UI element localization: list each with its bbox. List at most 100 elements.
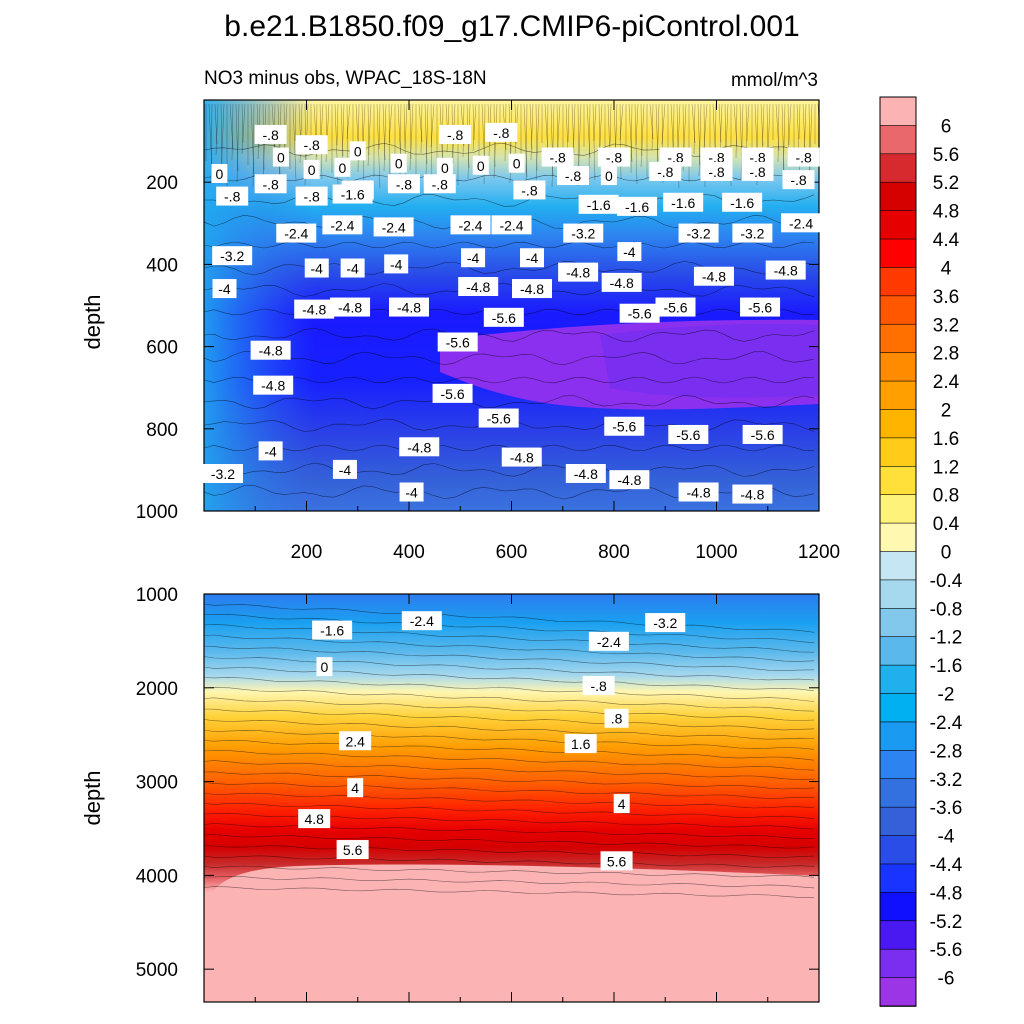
contour-label: -2.4 <box>491 215 532 235</box>
contour-label: -4.8 <box>294 299 335 319</box>
colorbar-label: -5.2 <box>930 912 963 933</box>
contour-label: -4 <box>384 254 409 274</box>
contour-label: -1.6 <box>332 184 373 204</box>
colorbar-swatch <box>879 494 917 524</box>
y-tick-label: 3000 <box>136 773 178 794</box>
contour-label: -4 <box>461 248 486 268</box>
colorbar-label: 2.8 <box>933 344 959 365</box>
svg-text:-1.6: -1.6 <box>587 197 611 213</box>
colorbar-swatch <box>879 750 917 780</box>
x-tick-label: 1000 <box>695 542 737 563</box>
y-tick-label: 800 <box>146 420 178 441</box>
svg-text:-.8: -.8 <box>549 150 566 166</box>
svg-text:-4.8: -4.8 <box>407 439 431 455</box>
contour-label: -4.8 <box>678 482 719 502</box>
figure-title: b.e21.B1850.f09_g17.CMIP6-piControl.001 <box>224 10 799 43</box>
svg-text:-4.8: -4.8 <box>510 450 534 466</box>
colorbar-swatch <box>879 409 917 439</box>
svg-text:-5.6: -5.6 <box>748 300 772 316</box>
colorbar-label: -0.4 <box>930 571 963 592</box>
x-tick-label: 800 <box>598 542 630 563</box>
svg-text:-4: -4 <box>311 261 324 277</box>
contour-label: 0 <box>600 166 617 186</box>
svg-text:-4: -4 <box>623 244 636 260</box>
colorbar-label: 0.4 <box>933 514 960 535</box>
colorbar-label: -4.8 <box>930 883 963 904</box>
contour-label: -3.2 <box>678 223 719 243</box>
contour-label: 0 <box>472 155 489 175</box>
svg-text:-4: -4 <box>526 250 539 266</box>
svg-text:-1.6: -1.6 <box>341 187 365 203</box>
contour-label: -1.6 <box>617 196 658 216</box>
contour-label: -.8 <box>295 186 328 206</box>
colorbar-label: -2.4 <box>930 713 963 734</box>
contour-label: -.8 <box>659 147 692 167</box>
contour-label: -3.2 <box>732 223 773 243</box>
svg-text:-.8: -.8 <box>667 150 684 166</box>
contour-label: -4.8 <box>389 297 429 317</box>
svg-text:-4.8: -4.8 <box>610 275 634 291</box>
svg-text:-4.8: -4.8 <box>520 281 544 297</box>
contour-label: -.8 <box>598 147 630 167</box>
svg-text:-.8: -.8 <box>262 127 279 143</box>
colorbar-label: -1.2 <box>930 628 963 649</box>
colorbar-label: 1.6 <box>933 429 959 450</box>
contour-label: -4.8 <box>501 447 542 467</box>
contour-label: .8 <box>604 708 629 728</box>
colorbar-swatch <box>879 125 917 155</box>
contour-label: -.8 <box>387 174 420 194</box>
y-tick-label: 1000 <box>136 502 178 523</box>
svg-text:-4.8: -4.8 <box>574 466 598 482</box>
top-contour-labels: -.80-.8 0-.8 -.8-.8 -.8 -.8 -.8 -.8 -.80-.80 0 0 0… <box>202 122 822 504</box>
colorbar-label: 4.4 <box>933 230 960 251</box>
bottom-ylabel: depth <box>80 770 105 825</box>
svg-text:-3.2: -3.2 <box>740 226 764 242</box>
colorbar-swatch <box>879 948 917 979</box>
contour-label: 0 <box>316 657 333 677</box>
svg-text:-4.8: -4.8 <box>338 300 362 316</box>
colorbar-label: 5.2 <box>933 173 959 194</box>
contour-label: -.8 <box>700 161 733 181</box>
contour-label: -5.6 <box>483 307 524 327</box>
y-tick-label: 1000 <box>136 585 178 606</box>
contour-label: -.8 <box>541 147 574 167</box>
svg-text:-.8: -.8 <box>708 164 725 180</box>
svg-text:-.8: -.8 <box>795 150 812 166</box>
contour-label: -4 <box>340 258 365 278</box>
panel-subtitle: NO3 minus obs, WPAC_18S-18N <box>204 68 487 89</box>
svg-text:0: 0 <box>308 162 316 178</box>
colorbar-swatch <box>879 181 917 212</box>
svg-text:-3.2: -3.2 <box>211 466 235 482</box>
svg-text:-4: -4 <box>218 281 231 297</box>
svg-text:-.8: -.8 <box>396 176 413 192</box>
svg-text:0: 0 <box>277 150 285 166</box>
colorbar-label: 3.6 <box>933 287 959 308</box>
bottom-panel-deep-region <box>204 864 819 1002</box>
colorbar-label: 0 <box>941 543 952 564</box>
contour-label: -4.8 <box>253 375 294 395</box>
contour-label: -2.4 <box>276 223 317 243</box>
bottom-axes: 1000 2000 3000 4000 5000 <box>136 585 820 1002</box>
svg-text:-5.6: -5.6 <box>492 310 516 326</box>
svg-text:-5.6: -5.6 <box>612 419 636 435</box>
svg-text:-.8: -.8 <box>493 125 510 141</box>
contour-label: -1.6 <box>722 192 763 212</box>
svg-text:4: 4 <box>618 796 626 812</box>
y-tick-label: 200 <box>146 173 178 194</box>
colorbar: 6 5.6 5.2 4.8 4.4 4 3.6 3.2 2.8 2.4 2 1.6 1.2 0.8 0.4 0… <box>879 96 963 1007</box>
svg-text:-5.6: -5.6 <box>487 411 511 427</box>
svg-text:5.6: 5.6 <box>343 842 363 858</box>
contour-label: -2.4 <box>588 631 629 651</box>
contour-label: -1.6 <box>663 192 704 212</box>
x-tick-label: 400 <box>393 542 425 563</box>
contour-label: 0 <box>211 163 228 183</box>
contour-label: -.8 <box>439 124 472 144</box>
contour-label: -.8 <box>741 147 774 167</box>
colorbar-swatch <box>879 522 917 553</box>
contour-label: -4.8 <box>765 260 806 280</box>
svg-text:-5.6: -5.6 <box>446 334 470 350</box>
y-tick-label: 2000 <box>136 679 178 700</box>
svg-text:-5.6: -5.6 <box>676 427 700 443</box>
colorbar-label: -4.4 <box>930 855 963 876</box>
svg-text:2.4: 2.4 <box>345 733 365 749</box>
